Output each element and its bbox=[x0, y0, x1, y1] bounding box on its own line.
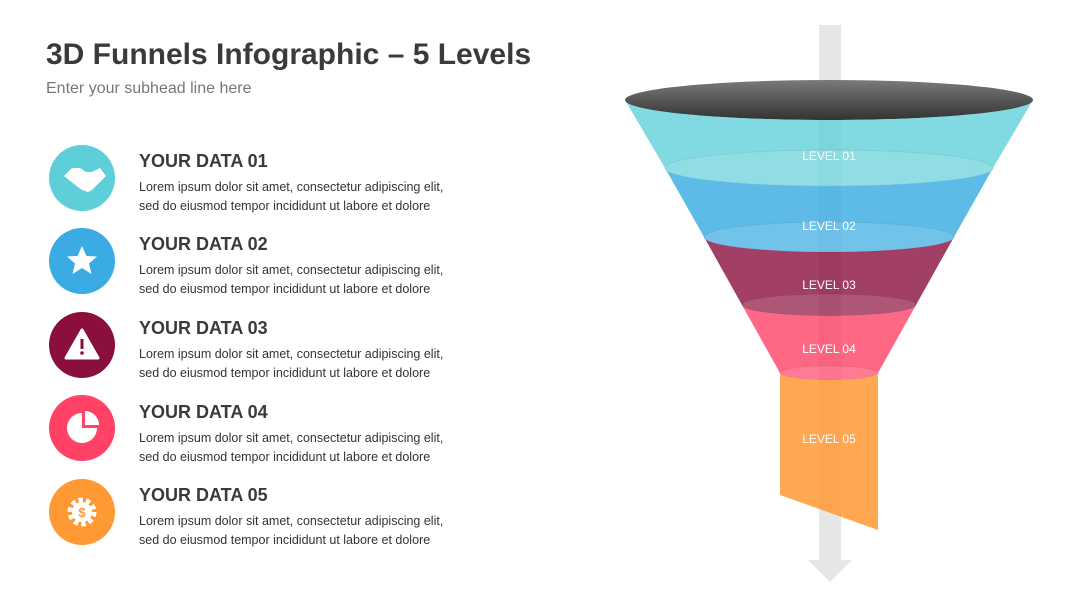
funnel-level bbox=[704, 237, 954, 316]
icon-warning bbox=[49, 312, 115, 378]
level-rim bbox=[779, 365, 879, 381]
item-title: YOUR DATA 03 bbox=[139, 318, 268, 338]
level-rim bbox=[741, 293, 917, 317]
level-label: LEVEL 04 bbox=[802, 342, 856, 356]
title: 3D Funnels Infographic – 5 Levels bbox=[46, 38, 531, 71]
item-title: YOUR DATA 02 bbox=[139, 234, 268, 254]
funnel-level bbox=[780, 373, 878, 530]
item-title: YOUR DATA 04 bbox=[139, 402, 268, 422]
funnel-level bbox=[625, 100, 1033, 186]
funnel-level bbox=[665, 168, 993, 252]
item-text: sed do eiusmod tempor incididunt ut labo… bbox=[139, 366, 430, 380]
icon-star bbox=[49, 228, 115, 294]
item-text: sed do eiusmod tempor incididunt ut labo… bbox=[139, 533, 430, 547]
funnel-top bbox=[625, 80, 1033, 120]
subhead: Enter your subhead line here bbox=[46, 80, 252, 97]
funnel-level bbox=[742, 305, 916, 380]
icon-pie bbox=[49, 395, 115, 461]
item-text: sed do eiusmod tempor incididunt ut labo… bbox=[139, 450, 430, 464]
level-label: LEVEL 02 bbox=[802, 219, 856, 233]
level-label: LEVEL 05 bbox=[802, 432, 856, 446]
item-title: YOUR DATA 01 bbox=[139, 151, 268, 171]
item-text: sed do eiusmod tempor incididunt ut labo… bbox=[139, 199, 430, 213]
level-label: LEVEL 03 bbox=[802, 278, 856, 292]
item-text: Lorem ipsum dolor sit amet, consectetur … bbox=[139, 514, 443, 528]
icon-handshake bbox=[49, 145, 115, 211]
item-text: Lorem ipsum dolor sit amet, consectetur … bbox=[139, 431, 443, 445]
item-title: YOUR DATA 05 bbox=[139, 485, 268, 505]
item-text: Lorem ipsum dolor sit amet, consectetur … bbox=[139, 180, 443, 194]
item-text: sed do eiusmod tempor incididunt ut labo… bbox=[139, 282, 430, 296]
item-text: Lorem ipsum dolor sit amet, consectetur … bbox=[139, 263, 443, 277]
svg-text:$: $ bbox=[78, 505, 86, 520]
icon-gear: $ bbox=[49, 479, 115, 545]
level-label: LEVEL 01 bbox=[802, 149, 856, 163]
item-text: Lorem ipsum dolor sit amet, consectetur … bbox=[139, 347, 443, 361]
